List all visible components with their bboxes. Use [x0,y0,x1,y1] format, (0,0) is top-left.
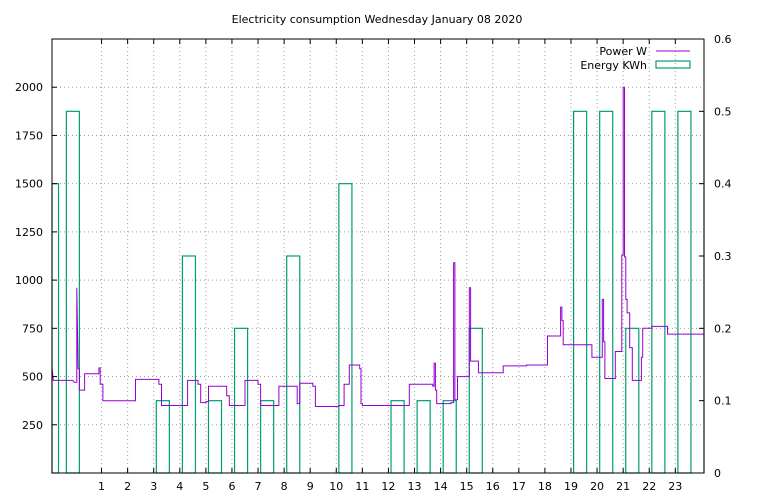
legend-label: Energy KWh [580,59,647,72]
energy-box [390,400,405,474]
energy-box [416,400,431,474]
energy-box [468,327,483,474]
x-tick-label: 23 [668,480,682,493]
energy-box [181,255,197,474]
y-axis-right: 0 0.1 0.2 0.3 0.4 0.5 0.6 [699,33,732,480]
x-tick-label: 14 [434,480,448,493]
y-tick-label: 1750 [15,129,43,142]
energy-box [207,400,223,474]
power-line [51,86,704,407]
y-tick-label: 1000 [15,274,43,287]
x-tick-label: 10 [329,480,343,493]
y2-tick-label: 0 [714,467,721,480]
y2-tick-label: 0.6 [714,33,732,46]
chart-title: Electricity consumption Wednesday Januar… [232,13,523,26]
x-tick-label: 16 [486,480,500,493]
x-tick-label: 22 [642,480,656,493]
grid [52,39,704,473]
x-tick-label: 18 [538,480,552,493]
y-tick-label: 250 [22,419,43,432]
x-tick-label: 4 [176,480,183,493]
y-tick-label: 750 [22,322,43,335]
energy-box [286,255,301,474]
y-tick-label: 2000 [15,81,43,94]
x-tick-label: 12 [381,480,395,493]
legend-swatch [655,60,691,69]
energy-box [599,110,614,474]
x-tick-label: 9 [307,480,314,493]
y-tick-label: 1250 [15,226,43,239]
x-tick-label: 17 [512,480,526,493]
x-tick-label: 11 [355,480,369,493]
x-axis: 1 2 3 4 5 6 7 8 9 10 11 12 13 14 15 16 17 18 19 20 21 22 23 [98,39,682,493]
x-tick-label: 21 [616,480,630,493]
energy-box [155,400,170,474]
x-tick-label: 20 [590,480,604,493]
x-tick-label: 1 [98,480,105,493]
y2-tick-label: 0.3 [714,250,732,263]
y2-tick-label: 0.4 [714,178,732,191]
energy-box [677,110,692,474]
energy-box [442,400,457,474]
x-tick-label: 3 [150,480,157,493]
x-tick-label: 8 [281,480,288,493]
x-tick-label: 15 [460,480,474,493]
x-tick-label: 19 [564,480,578,493]
energy-box [572,110,588,474]
y2-tick-label: 0.5 [714,105,732,118]
legend-label: Power W [599,45,647,58]
y2-tick-label: 0.2 [714,322,732,335]
y-tick-label: 1500 [15,178,43,191]
y-axis-left: 250 500 750 1000 1250 1500 1750 2000 [15,81,57,432]
energy-series [51,110,705,474]
plot-frame [51,38,705,474]
energy-box [65,110,80,474]
x-tick-label: 13 [408,480,422,493]
energy-box [233,327,249,474]
energy-box [651,110,666,474]
x-tick-label: 2 [124,480,131,493]
y2-tick-label: 0.1 [714,395,732,408]
energy-box [260,400,275,474]
power-series [51,86,704,407]
y-tick-label: 500 [22,371,43,384]
x-tick-label: 6 [228,480,235,493]
x-tick-label: 5 [202,480,209,493]
x-tick-label: 7 [255,480,262,493]
